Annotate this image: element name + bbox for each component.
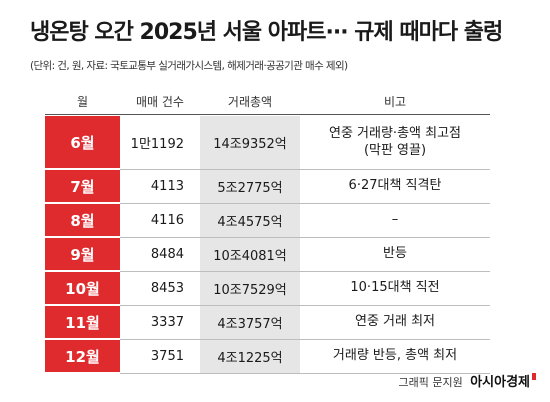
month-cell: 7월 <box>45 169 120 204</box>
header-count: 매매 건수 <box>136 95 184 109</box>
table-row: 8월 4116 4조4575억 – <box>45 203 490 238</box>
infographic-title: 냉온탕 오간 2025년 서울 아파트··· 규제 때마다 출렁 <box>30 20 503 45</box>
total-cell: 14조9352억 <box>200 116 300 170</box>
month-cell: 9월 <box>45 237 120 272</box>
count-cell: 3337 <box>120 305 200 340</box>
count-cell: 8484 <box>120 237 200 272</box>
header-month: 월 <box>76 95 89 109</box>
month-cell: 12월 <box>45 339 120 374</box>
table-row: 6월 1만1192 14조9352억 연중 거래량·총액 최고점 (막판 영끌) <box>45 116 490 170</box>
infographic-subtitle: (단위: 건, 원, 자료: 국토교통부 실거래가시스템, 해제거래·공공기관 … <box>30 60 348 72</box>
total-cell: 4조3757억 <box>200 305 300 340</box>
month-cell: 11월 <box>45 305 120 340</box>
month-cell: 8월 <box>45 203 120 238</box>
table-row: 9월 8484 10조4081억 반등 <box>45 237 490 272</box>
count-cell: 8453 <box>120 271 200 306</box>
count-cell: 4116 <box>120 203 200 238</box>
note-line-2: (막판 영끌) <box>363 143 427 159</box>
table-header: 월 매매 건수 거래총액 비고 <box>0 90 550 112</box>
data-table: 6월 1만1192 14조9352억 연중 거래량·총액 최고점 (막판 영끌)… <box>45 116 490 374</box>
total-cell: 4조4575억 <box>200 203 300 238</box>
table-row: 12월 3751 4조1225억 거래량 반등, 총액 최저 <box>45 339 490 374</box>
note-cell: 반등 <box>300 237 490 272</box>
graphic-credit: 그래픽 문지원 <box>398 376 463 389</box>
note-cell: 10·15대책 직전 <box>300 271 490 306</box>
total-cell: 10조7529억 <box>200 271 300 306</box>
header-total: 거래총액 <box>227 95 273 109</box>
publisher-logo: 아시아경제 <box>470 375 530 390</box>
month-cell: 10월 <box>45 271 120 306</box>
table-row: 11월 3337 4조3757억 연중 거래 최저 <box>45 305 490 340</box>
header-note: 비고 <box>383 95 407 109</box>
count-cell: 3751 <box>120 339 200 374</box>
table-row: 10월 8453 10조7529억 10·15대책 직전 <box>45 271 490 306</box>
count-cell: 4113 <box>120 169 200 204</box>
total-cell: 4조1225억 <box>200 339 300 374</box>
note-cell: 거래량 반등, 총액 최저 <box>300 339 490 374</box>
table-row: 7월 4113 5조2775억 6·27대책 직격탄 <box>45 169 490 204</box>
footer-credit: 그래픽 문지원 아시아경제 <box>398 371 536 390</box>
note-cell: 연중 거래 최저 <box>300 305 490 340</box>
note-cell: 연중 거래량·총액 최고점 (막판 영끌) <box>300 116 490 170</box>
month-cell: 6월 <box>45 116 120 170</box>
note-cell: 6·27대책 직격탄 <box>300 169 490 204</box>
logo-mark-icon <box>532 373 536 380</box>
header-divider <box>45 114 490 115</box>
note-line: 연중 거래량·총액 최고점 <box>329 125 461 141</box>
note-cell: – <box>300 203 490 238</box>
count-cell: 1만1192 <box>120 116 200 170</box>
total-cell: 10조4081억 <box>200 237 300 272</box>
total-cell: 5조2775억 <box>200 169 300 204</box>
